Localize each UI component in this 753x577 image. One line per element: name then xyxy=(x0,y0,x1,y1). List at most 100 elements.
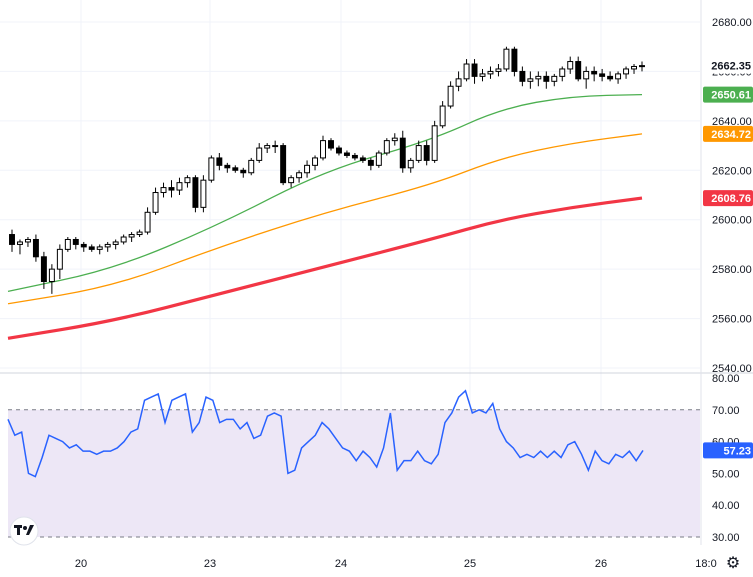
candle xyxy=(343,150,350,158)
candle xyxy=(176,177,183,195)
candle xyxy=(351,152,358,161)
candle-body xyxy=(551,75,558,82)
candle xyxy=(200,175,207,213)
candle xyxy=(216,152,223,171)
candle xyxy=(136,229,143,238)
candle-body xyxy=(320,140,326,159)
rsi-line xyxy=(7,389,644,478)
candle-body xyxy=(639,65,645,68)
ma-line-ma_medium xyxy=(7,133,643,305)
candle-body xyxy=(304,164,311,174)
candle-body xyxy=(511,48,518,72)
candle xyxy=(9,229,15,252)
gear-icon[interactable]: ⚙ xyxy=(725,555,741,572)
candle xyxy=(168,180,175,198)
candle-body xyxy=(503,48,510,70)
candle xyxy=(48,264,55,294)
candle xyxy=(575,56,582,82)
candle xyxy=(639,61,645,72)
candle-body xyxy=(575,61,582,80)
candle-body xyxy=(463,63,470,80)
candle-body xyxy=(256,147,263,161)
candle xyxy=(367,157,374,171)
candle-body xyxy=(415,145,422,161)
candle-body xyxy=(64,238,71,250)
ma-line-ma_fast xyxy=(7,93,643,293)
price-tick-label: 2600.00 xyxy=(712,215,752,227)
candle-body xyxy=(184,177,191,184)
candle xyxy=(80,241,87,252)
time-tick-label: 26 xyxy=(595,558,607,570)
candle-body xyxy=(328,140,334,149)
ma-tag-ma_slow: 2608.76 xyxy=(703,190,753,207)
candle-body xyxy=(248,159,255,174)
candle-body xyxy=(88,246,95,250)
candle xyxy=(224,162,231,173)
candle-body xyxy=(312,157,319,166)
candle-body xyxy=(455,78,462,87)
candle-body xyxy=(224,164,231,169)
ma-tag-ma_medium-box xyxy=(703,125,753,142)
candle-body xyxy=(272,145,279,148)
candle xyxy=(375,150,382,168)
candle-body xyxy=(112,241,119,245)
tradingview-logo-icon[interactable] xyxy=(9,516,39,546)
candle-body xyxy=(615,73,622,80)
candle-body xyxy=(72,238,79,245)
time-tick-label: 23 xyxy=(204,558,216,570)
ma-tag-ma_fast-text: 2650.61 xyxy=(711,90,751,102)
candle xyxy=(160,182,167,198)
candle xyxy=(447,81,454,109)
candle-body xyxy=(240,169,247,174)
candle-body xyxy=(431,125,438,161)
time-tick-label: 20 xyxy=(75,558,87,570)
candle-body xyxy=(407,159,414,169)
rsi-value-tag-text: 57.23 xyxy=(723,445,751,457)
candle-body xyxy=(471,63,478,77)
time-tick-label: 24 xyxy=(335,558,347,570)
candle xyxy=(280,143,287,186)
candle xyxy=(72,237,79,250)
candle xyxy=(64,237,71,252)
candle xyxy=(599,68,606,82)
candle xyxy=(128,232,135,242)
ma-tag-ma_slow-text: 2608.76 xyxy=(711,193,751,205)
candle xyxy=(296,170,303,183)
candle-body xyxy=(136,231,143,236)
candle xyxy=(535,71,542,87)
ma-tag-ma_fast-box xyxy=(703,86,753,103)
candle xyxy=(399,130,406,173)
rsi-tick-label: 50.00 xyxy=(712,468,740,480)
time-tick-label: 25 xyxy=(464,558,476,570)
candle-body xyxy=(559,68,566,77)
candle-body xyxy=(152,192,159,213)
candles xyxy=(9,46,645,294)
candle xyxy=(112,239,119,250)
price-tick-label: 2560.00 xyxy=(712,314,752,326)
candle xyxy=(559,66,566,82)
price-tick-label: 2620.00 xyxy=(712,165,752,177)
ma-tag-ma_medium: 2634.72 xyxy=(703,125,753,142)
price-tick-label: 2680.00 xyxy=(712,17,752,29)
rsi-tick-label: 70.00 xyxy=(712,405,740,417)
candle-body xyxy=(423,145,430,161)
candle-body xyxy=(591,70,598,75)
candle-body xyxy=(128,234,135,238)
candle-body xyxy=(567,61,574,70)
candle-body xyxy=(487,70,494,75)
rsi-background xyxy=(8,409,700,538)
candle-body xyxy=(383,140,390,154)
candle-body xyxy=(168,187,175,191)
candle xyxy=(463,59,470,82)
candle xyxy=(615,71,622,84)
price-tick-label: 2640.00 xyxy=(712,116,752,128)
candle xyxy=(543,71,550,89)
candle xyxy=(335,145,342,156)
price-tags: 2662.35 2650.61 2634.72 2608.76 57.23 xyxy=(703,57,753,459)
candle-body xyxy=(367,159,374,166)
candle-body xyxy=(343,152,350,156)
moving-averages xyxy=(7,93,643,340)
candle-body xyxy=(192,177,199,208)
